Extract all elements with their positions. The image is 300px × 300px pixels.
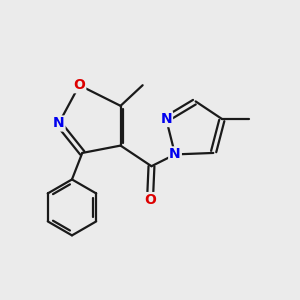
Text: N: N [169,147,181,161]
Text: O: O [144,193,156,207]
Text: N: N [53,116,64,130]
Text: O: O [74,78,85,92]
Text: N: N [160,112,172,126]
